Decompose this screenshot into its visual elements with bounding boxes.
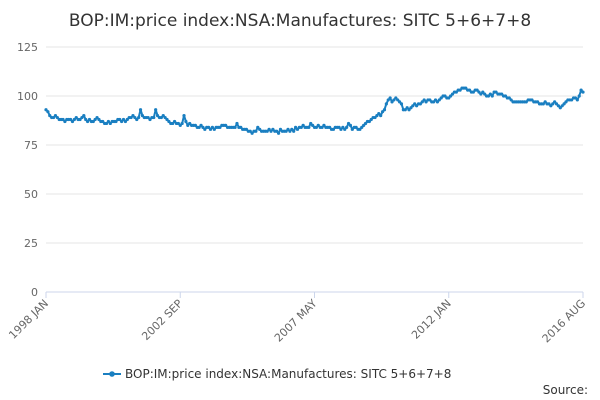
data-point[interactable]	[46, 110, 50, 114]
series-layer	[44, 86, 585, 135]
y-tick-label: 100	[17, 90, 38, 103]
x-axis-ticks: 1998 JAN 2002 SEP 2007 MAY 2012 JAN 2016 AUG	[6, 292, 588, 345]
data-point[interactable]	[399, 102, 404, 106]
data-point[interactable]	[388, 96, 392, 100]
data-point[interactable]	[182, 114, 186, 118]
chart-title: BOP:IM:price index:NSA:Manufactures: SIT…	[69, 11, 531, 31]
y-tick-label: 50	[24, 188, 38, 201]
gridlines	[46, 46, 583, 293]
data-point[interactable]	[345, 125, 349, 129]
source-label: Source:	[543, 383, 588, 397]
data-point[interactable]	[276, 131, 281, 135]
x-tick-label: 2012 JAN	[409, 297, 454, 342]
data-point[interactable]	[490, 94, 494, 98]
legend-label: BOP:IM:price index:NSA:Manufactures: SIT…	[125, 367, 451, 381]
data-point[interactable]	[152, 115, 156, 120]
data-point[interactable]	[233, 125, 237, 129]
data-point[interactable]	[581, 90, 585, 94]
data-point[interactable]	[292, 129, 296, 133]
x-tick-label: 2007 MAY	[272, 297, 320, 345]
data-point[interactable]	[180, 121, 184, 126]
x-tick-label: 2016 AUG	[540, 297, 589, 346]
data-point[interactable]	[235, 121, 239, 126]
legend[interactable]: BOP:IM:price index:NSA:Manufactures: SIT…	[103, 367, 451, 381]
data-point[interactable]	[379, 114, 383, 118]
data-point[interactable]	[82, 114, 86, 118]
y-tick-label: 25	[24, 237, 38, 250]
data-point[interactable]	[348, 123, 353, 127]
data-point[interactable]	[307, 125, 311, 129]
data-point[interactable]	[382, 108, 387, 112]
y-tick-label: 125	[17, 41, 38, 54]
x-tick-label: 1998 JAN	[6, 297, 51, 342]
y-tick-label: 75	[24, 139, 38, 152]
y-tick-label: 0	[31, 286, 38, 299]
data-point[interactable]	[254, 129, 258, 133]
data-point[interactable]	[138, 108, 143, 112]
data-point[interactable]	[184, 119, 188, 124]
x-tick-label: 2002 SEP	[139, 297, 185, 343]
data-point[interactable]	[154, 108, 158, 112]
data-point[interactable]	[384, 102, 388, 106]
data-point[interactable]	[575, 98, 579, 102]
legend-swatch-marker	[109, 371, 115, 377]
y-axis-ticks: 0 25 50 75 100 125	[17, 41, 38, 299]
data-point[interactable]	[137, 115, 141, 120]
data-point[interactable]	[577, 94, 581, 98]
